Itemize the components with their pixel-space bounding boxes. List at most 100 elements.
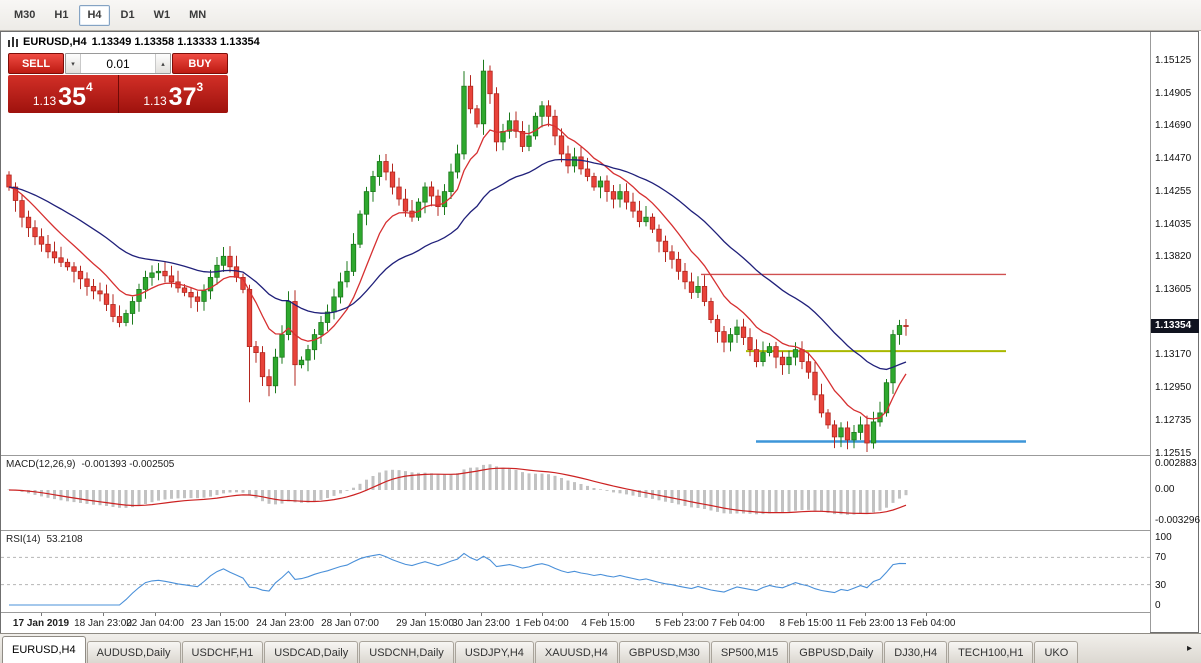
- time-tick-mark: [682, 613, 683, 616]
- time-tick-label: 24 Jan 23:00: [256, 618, 314, 629]
- chart-tab-bar: EURUSD,H4 AUDUSD,Daily USDCHF,H1 USDCAD,Dai…: [0, 633, 1201, 663]
- lot-size-control: ▾ 0.01 ▴: [65, 53, 171, 74]
- price-tick: 1.14470: [1155, 153, 1192, 164]
- time-tick-label: 18 Jan 23:00: [74, 618, 132, 629]
- price-axis[interactable]: 1.15125 1.14905 1.14690 1.14470 1.14255 1.140…: [1150, 32, 1201, 632]
- rsi-axis-tick: 30: [1155, 580, 1167, 591]
- tab-dj30-h4[interactable]: DJ30,H4: [884, 641, 948, 663]
- tab-tech100-h1[interactable]: TECH100,H1: [948, 641, 1034, 663]
- time-tick-label: 23 Jan 15:00: [191, 618, 249, 629]
- buy-price-big: 37: [168, 83, 197, 111]
- tab-audusd-daily[interactable]: AUDUSD,Daily: [86, 641, 181, 663]
- rsi-axis-tick: 70: [1155, 552, 1167, 563]
- macd-axis-tick: 0.002883: [1155, 458, 1197, 469]
- tab-gbpusd-daily[interactable]: GBPUSD,Daily: [789, 641, 884, 663]
- rsi-axis-tick: 100: [1155, 532, 1172, 543]
- timeframe-mn[interactable]: MN: [189, 9, 207, 21]
- rsi-chart[interactable]: [1, 531, 1150, 612]
- time-tick-mark: [155, 613, 156, 616]
- rsi-value: 53.2108: [46, 534, 83, 545]
- macd-axis-tick: -0.003296: [1155, 515, 1201, 526]
- time-tick-mark: [481, 613, 482, 616]
- price-tick: 1.14035: [1155, 219, 1192, 230]
- one-click-trade-panel: SELL ▾ 0.01 ▴ BUY 1.13 35 4 1.13 37 3: [8, 53, 228, 113]
- chart-ohlc-values: 1.13349 1.13358 1.13333 1.13354: [91, 36, 260, 48]
- time-tick-mark: [103, 613, 104, 616]
- time-tick-label: 17 Jan 2019: [12, 618, 70, 629]
- timeframe-toolbar: M30 H1 H4 D1 W1 MN: [0, 0, 1201, 31]
- timeframe-h4[interactable]: H4: [79, 4, 110, 26]
- time-tick-label: 22 Jan 04:00: [126, 618, 184, 629]
- price-tick: 1.13170: [1155, 349, 1192, 360]
- price-tick: 1.12735: [1155, 415, 1192, 426]
- sell-button[interactable]: SELL: [8, 53, 64, 74]
- timeframe-d1[interactable]: D1: [120, 9, 135, 21]
- macd-indicator-panel: MACD(12,26,9) -0.001393 -0.002505: [1, 455, 1150, 530]
- buy-price-prefix: 1.13: [143, 94, 167, 108]
- price-tick: 1.15125: [1155, 55, 1192, 66]
- time-tick-mark: [738, 613, 739, 616]
- time-tick-mark: [608, 613, 609, 616]
- tab-gbpusd-m30[interactable]: GBPUSD,M30: [618, 641, 710, 663]
- tab-usdcnh-daily[interactable]: USDCNH,Daily: [359, 641, 454, 663]
- time-tick-mark: [926, 613, 927, 616]
- rsi-axis-tick: 0: [1155, 600, 1161, 611]
- time-tick-mark: [285, 613, 286, 616]
- time-tick-label: 11 Feb 23:00: [835, 618, 895, 629]
- time-tick-label: 13 Feb 04:00: [896, 618, 956, 629]
- timeframe-w1[interactable]: W1: [153, 9, 171, 21]
- tab-uko[interactable]: UKO: [1034, 641, 1079, 663]
- time-tick-label: 5 Feb 23:00: [655, 618, 709, 629]
- candlestick-chart[interactable]: [1, 32, 1150, 455]
- tab-scroll-right-icon[interactable]: ▸: [1186, 642, 1193, 654]
- time-tick-label: 30 Jan 23:00: [452, 618, 510, 629]
- lot-increase-button[interactable]: ▴: [155, 54, 170, 73]
- price-tick: 1.14690: [1155, 120, 1192, 131]
- time-tick-mark: [220, 613, 221, 616]
- price-tick: 1.14905: [1155, 88, 1192, 99]
- macd-chart[interactable]: [1, 456, 1150, 530]
- time-axis[interactable]: 17 Jan 2019 18 Jan 23:00 22 Jan 04:00 23 Ja…: [1, 612, 1150, 633]
- time-tick-label: 7 Feb 04:00: [711, 618, 765, 629]
- time-tick-mark: [865, 613, 866, 616]
- macd-name: MACD(12,26,9): [6, 459, 76, 470]
- tab-xauusd-h4[interactable]: XAUUSD,H4: [534, 641, 618, 663]
- time-tick-mark: [41, 613, 42, 616]
- rsi-name: RSI(14): [6, 534, 41, 545]
- time-tick-label: 29 Jan 15:00: [396, 618, 454, 629]
- current-price-badge: 1.13354: [1151, 319, 1199, 333]
- rsi-indicator-panel: RSI(14) 53.2108: [1, 530, 1150, 612]
- price-tick: 1.13820: [1155, 251, 1192, 262]
- buy-price-display[interactable]: 1.13 37 3: [118, 75, 228, 113]
- time-tick-mark: [542, 613, 543, 616]
- chart-icon: [8, 37, 18, 47]
- price-tick: 1.13605: [1155, 284, 1192, 295]
- time-tick-mark: [350, 613, 351, 616]
- timeframe-m30[interactable]: M30: [14, 9, 36, 21]
- sell-price-display[interactable]: 1.13 35 4: [8, 75, 119, 113]
- candlestick-chart-panel: [1, 32, 1150, 455]
- tab-usdcad-daily[interactable]: USDCAD,Daily: [264, 641, 359, 663]
- price-tick: 1.12515: [1155, 448, 1192, 459]
- tab-usdchf-h1[interactable]: USDCHF,H1: [181, 641, 264, 663]
- buy-button[interactable]: BUY: [172, 53, 228, 74]
- tab-eurusd-h4[interactable]: EURUSD,H4: [2, 636, 86, 663]
- chart-header: EURUSD,H4 1.13349 1.13358 1.13333 1.1335…: [8, 36, 260, 48]
- lot-decrease-button[interactable]: ▾: [66, 54, 81, 73]
- sell-price-big: 35: [58, 83, 86, 111]
- macd-label: MACD(12,26,9) -0.001393 -0.002505: [6, 459, 174, 470]
- time-tick-label: 8 Feb 15:00: [779, 618, 833, 629]
- lot-size-input[interactable]: 0.01: [106, 56, 130, 71]
- time-tick-mark: [425, 613, 426, 616]
- time-tick-label: 1 Feb 04:00: [515, 618, 569, 629]
- time-tick-mark: [806, 613, 807, 616]
- price-tick: 1.12950: [1155, 382, 1192, 393]
- tab-sp500-m15[interactable]: SP500,M15: [710, 641, 789, 663]
- chart-symbol-label: EURUSD,H4: [23, 36, 87, 48]
- tab-usdjpy-h4[interactable]: USDJPY,H4: [454, 641, 534, 663]
- sell-price-sup: 4: [85, 80, 93, 94]
- macd-values: -0.001393 -0.002505: [81, 459, 175, 470]
- timeframe-h1[interactable]: H1: [54, 9, 69, 21]
- buy-price-sup: 3: [196, 80, 204, 94]
